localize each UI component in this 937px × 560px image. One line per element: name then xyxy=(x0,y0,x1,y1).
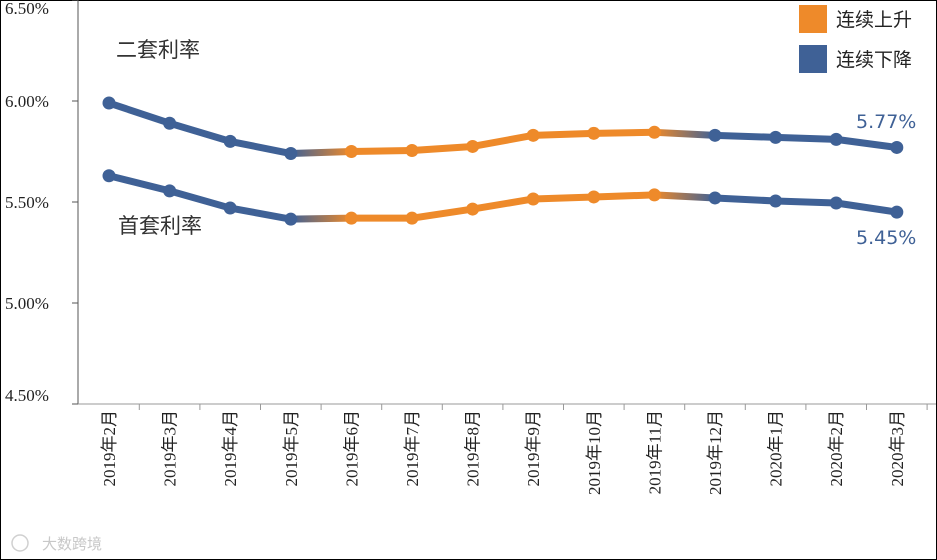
series-1-point xyxy=(102,169,116,183)
series-1-point xyxy=(344,211,358,225)
series-0-point xyxy=(102,96,116,110)
series-0-point xyxy=(284,147,298,161)
watermark-text: 大数跨境 xyxy=(42,535,102,553)
series-0-segment xyxy=(590,128,658,137)
x-axis-ticks: 2019年2月 2019年3月 2019年4月 2019年5月 2019年6月 2019年… xyxy=(100,404,928,495)
watermark: 大数跨境 xyxy=(11,534,102,553)
series-0-segment xyxy=(711,131,780,141)
x-tick-label: 2019年2月 xyxy=(100,410,119,487)
y-tick-label: 6.00% xyxy=(5,92,49,111)
series-1-segment xyxy=(408,205,477,222)
series-0-segment xyxy=(832,135,901,151)
legend-swatch-down xyxy=(799,45,827,73)
end-label-second: 5.77% xyxy=(856,111,916,133)
series-1-segment xyxy=(287,214,355,223)
series-0-segment xyxy=(287,148,355,158)
series-1-point xyxy=(466,202,480,216)
series-lines xyxy=(105,99,901,223)
series-0-segment xyxy=(469,131,537,150)
series-1-segment xyxy=(105,172,174,195)
legend: 连续上升 连续下降 xyxy=(799,5,912,73)
watermark-logo-icon xyxy=(11,534,29,552)
series-1-point xyxy=(890,205,904,219)
series-label-second: 二套利率 xyxy=(116,38,200,62)
series-1-point xyxy=(587,190,601,204)
y-tick-label: 4.50% xyxy=(5,386,49,405)
x-tick-label: 2019年6月 xyxy=(342,410,361,487)
series-1-segment xyxy=(650,191,719,202)
series-0-segment xyxy=(166,119,234,145)
series-0-point xyxy=(769,130,783,144)
x-tick-label: 2020年2月 xyxy=(827,410,846,487)
series-0-point xyxy=(405,143,419,157)
y-axis-ticks: 4.50% 5.00% 5.50% 6.00% 6.50% xyxy=(5,0,78,405)
x-tick-label: 2019年8月 xyxy=(464,410,483,487)
series-0-segment xyxy=(408,142,477,154)
series-0-point xyxy=(647,125,661,139)
series-1-segment xyxy=(529,193,598,203)
x-tick-label: 2019年7月 xyxy=(403,410,422,487)
series-1-point xyxy=(223,201,237,215)
y-tick-label: 5.50% xyxy=(5,193,49,212)
x-tick-label: 2019年3月 xyxy=(161,410,180,487)
series-0-point xyxy=(344,145,358,158)
legend-label-up: 连续上升 xyxy=(836,9,912,31)
series-1-segment xyxy=(226,204,295,223)
series-0-point xyxy=(890,140,904,154)
series-label-first: 首套利率 xyxy=(118,214,202,238)
y-tick-label: 6.50% xyxy=(5,0,49,18)
series-1-point xyxy=(405,211,419,225)
series-1-point xyxy=(284,212,298,226)
end-label-first: 5.45% xyxy=(856,227,916,249)
series-0-segment xyxy=(105,99,174,127)
legend-swatch-up xyxy=(799,5,827,33)
legend-label-down: 连续下降 xyxy=(836,49,912,71)
series-0-segment xyxy=(226,137,295,158)
x-tick-label: 2020年3月 xyxy=(888,410,907,487)
series-1-segment xyxy=(711,194,780,205)
series-1-point xyxy=(647,188,661,202)
series-0-point xyxy=(587,126,601,140)
series-1-segment xyxy=(166,187,234,212)
x-tick-label: 2019年4月 xyxy=(221,410,240,487)
series-1-point xyxy=(829,196,843,210)
series-0-segment xyxy=(772,133,840,143)
series-1-point xyxy=(163,184,177,198)
x-tick-label: 2019年10月 xyxy=(585,410,604,495)
series-1-point xyxy=(769,194,783,208)
series-1-point xyxy=(526,192,540,206)
series-0-segment xyxy=(650,128,719,139)
series-0-point xyxy=(708,128,722,142)
x-tick-label: 2020年1月 xyxy=(767,410,786,487)
series-1-segment xyxy=(590,191,658,201)
y-tick-label: 5.00% xyxy=(5,294,49,313)
series-0-segment xyxy=(347,146,416,155)
x-tick-label: 2019年12月 xyxy=(706,410,725,495)
x-tick-label: 2019年5月 xyxy=(282,410,301,487)
x-tick-label: 2019年11月 xyxy=(645,410,664,494)
series-1-segment xyxy=(772,197,840,207)
series-0-point xyxy=(223,134,237,148)
series-0-point xyxy=(829,132,843,146)
series-0-point xyxy=(163,116,177,130)
series-0-point xyxy=(466,139,480,153)
x-tick-label: 2019年9月 xyxy=(524,410,543,487)
series-1-segment xyxy=(469,195,537,213)
series-1-segment xyxy=(832,199,901,216)
series-points xyxy=(102,96,904,226)
series-0-segment xyxy=(529,129,598,139)
series-0-point xyxy=(526,128,540,142)
series-1-point xyxy=(708,191,722,205)
